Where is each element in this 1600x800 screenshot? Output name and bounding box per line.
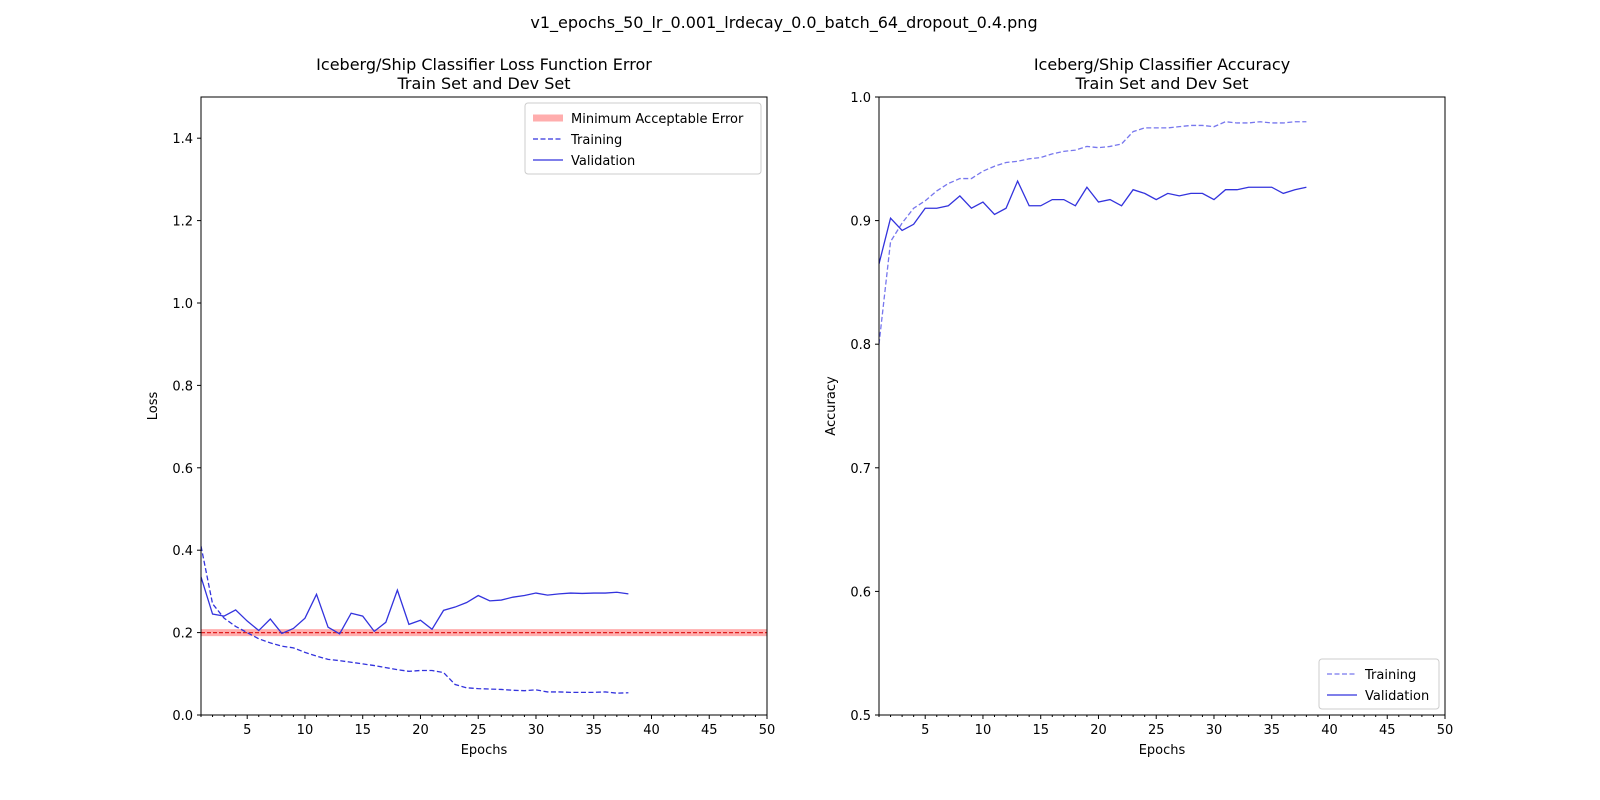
x-tick-label: 35 xyxy=(1263,723,1280,738)
legend-box xyxy=(1318,658,1440,710)
loss-chart: Iceberg/Ship Classifier Loss Function Er… xyxy=(146,55,775,758)
x-tick-label: 40 xyxy=(1321,723,1338,738)
x-tick-label: 25 xyxy=(470,723,487,738)
y-tick-label: 0.5 xyxy=(850,709,871,724)
chart-subtitle: Train Set and Dev Set xyxy=(396,74,570,93)
x-tick-label: 50 xyxy=(759,723,776,738)
x-tick-label: 10 xyxy=(297,723,314,738)
y-tick-label: 0.7 xyxy=(850,462,871,477)
legend-entry-training-label: Training xyxy=(1364,668,1416,683)
y-axis-label: Loss xyxy=(146,392,161,421)
x-tick-label: 50 xyxy=(1437,723,1454,738)
chart-title: Iceberg/Ship Classifier Accuracy xyxy=(1034,55,1290,74)
x-tick-label: 35 xyxy=(585,723,602,738)
y-tick-label: 1.4 xyxy=(172,132,193,147)
plot-area xyxy=(879,121,1307,345)
y-tick-label: 0.0 xyxy=(172,709,193,724)
y-tick-label: 1.0 xyxy=(850,91,871,106)
legend-box xyxy=(524,102,762,175)
x-tick-label: 20 xyxy=(1090,723,1107,738)
y-axis-label: Accuracy xyxy=(824,376,839,436)
x-tick-label: 10 xyxy=(975,723,992,738)
x-tick-label: 20 xyxy=(412,723,429,738)
x-tick-label: 5 xyxy=(243,723,251,738)
legend-entry-validation-label: Validation xyxy=(571,154,635,169)
series-line-training xyxy=(201,545,629,694)
legend: Training Validation xyxy=(1318,658,1440,710)
series-line-training xyxy=(879,121,1307,345)
y-tick-label: 0.6 xyxy=(850,585,871,600)
y-tick-label: 0.6 xyxy=(172,462,193,477)
figure-suptitle: v1_epochs_50_lr_0.001_lrdecay_0.0_batch_… xyxy=(530,13,1037,33)
legend-entry-minimum-acceptable-error-label: Minimum Acceptable Error xyxy=(571,112,744,127)
x-tick-label: 40 xyxy=(643,723,660,738)
y-tick-label: 0.8 xyxy=(850,338,871,353)
y-tick-label: 0.4 xyxy=(172,544,193,559)
x-tick-label: 45 xyxy=(701,723,718,738)
x-tick-label: 15 xyxy=(1032,723,1049,738)
x-axis-label: Epochs xyxy=(1139,743,1186,758)
series-line-validation xyxy=(201,576,629,635)
legend-entry-validation-label: Validation xyxy=(1365,689,1429,704)
x-tick-label: 30 xyxy=(1206,723,1223,738)
plot-frame xyxy=(200,96,768,716)
series-line-validation xyxy=(879,179,1307,265)
chart-title: Iceberg/Ship Classifier Loss Function Er… xyxy=(316,55,652,74)
y-tick-label: 0.9 xyxy=(850,215,871,230)
x-axis-label: Epochs xyxy=(461,743,508,758)
y-tick-label: 0.8 xyxy=(172,379,193,394)
y-tick-label: 0.2 xyxy=(172,627,193,642)
x-tick-label: 30 xyxy=(528,723,545,738)
legend-entry-training-label: Training xyxy=(570,133,622,148)
legend: Minimum Acceptable Error Training Validati… xyxy=(524,102,762,175)
x-tick-label: 5 xyxy=(921,723,929,738)
y-tick-label: 1.2 xyxy=(172,215,193,230)
y-tick-label: 1.0 xyxy=(172,297,193,312)
plot-frame xyxy=(878,96,1446,716)
x-tick-label: 15 xyxy=(354,723,371,738)
plot-area xyxy=(201,545,767,694)
chart-subtitle: Train Set and Dev Set xyxy=(1074,74,1248,93)
x-tick-label: 25 xyxy=(1148,723,1165,738)
x-tick-label: 45 xyxy=(1379,723,1396,738)
